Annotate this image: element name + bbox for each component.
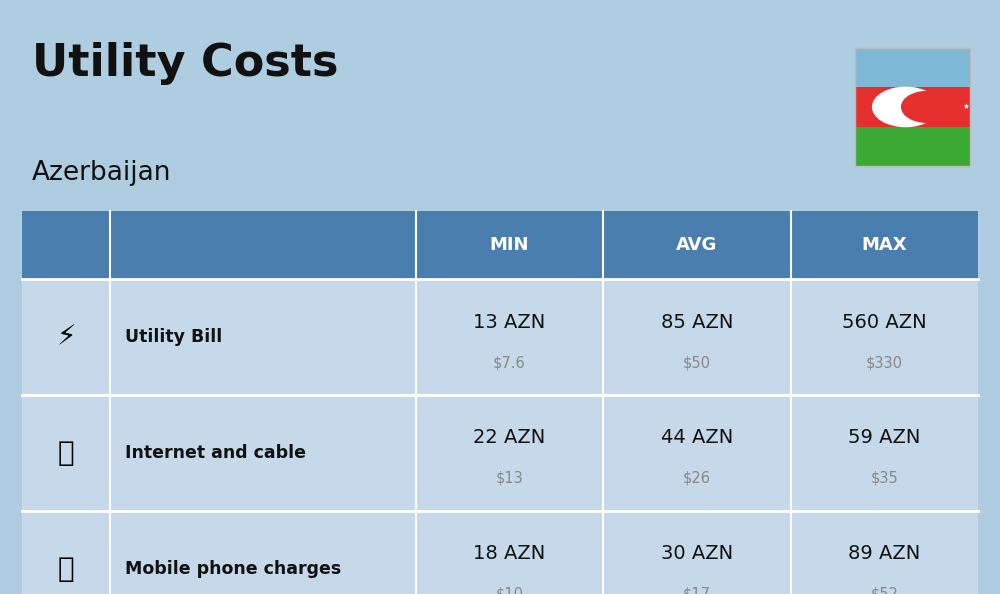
Text: 85 AZN: 85 AZN (661, 312, 733, 331)
Text: Azerbaijan: Azerbaijan (32, 160, 172, 187)
Bar (855, 127, 970, 166)
Text: $50: $50 (683, 355, 711, 370)
Text: $17: $17 (683, 587, 711, 594)
Text: Internet and cable: Internet and cable (125, 444, 306, 462)
Bar (855, 48, 970, 87)
Text: 560 AZN: 560 AZN (842, 312, 927, 331)
Bar (855, 87, 970, 127)
Bar (22, 279, 978, 395)
Text: Utility Bill: Utility Bill (125, 328, 222, 346)
Bar (22, 511, 978, 594)
Text: 44 AZN: 44 AZN (661, 428, 733, 447)
Text: Utility Costs: Utility Costs (32, 42, 338, 84)
Text: 18 AZN: 18 AZN (473, 544, 546, 563)
Text: $7.6: $7.6 (493, 355, 526, 370)
Text: 📡: 📡 (58, 439, 74, 467)
Text: $13: $13 (496, 471, 523, 486)
Bar (22, 395, 978, 511)
Text: MIN: MIN (490, 236, 529, 254)
Text: $10: $10 (496, 587, 524, 594)
Text: $52: $52 (870, 587, 898, 594)
Circle shape (902, 91, 954, 122)
Text: AVG: AVG (676, 236, 718, 254)
Bar (855, 48, 970, 166)
Text: $330: $330 (866, 355, 903, 370)
Text: 22 AZN: 22 AZN (473, 428, 546, 447)
Text: 89 AZN: 89 AZN (848, 544, 920, 563)
Circle shape (873, 87, 939, 127)
Text: 30 AZN: 30 AZN (661, 544, 733, 563)
Text: 59 AZN: 59 AZN (848, 428, 920, 447)
Text: 📲: 📲 (58, 555, 74, 583)
Text: Mobile phone charges: Mobile phone charges (125, 560, 341, 578)
Text: $26: $26 (683, 471, 711, 486)
Text: 13 AZN: 13 AZN (473, 312, 546, 331)
Text: ⚡: ⚡ (56, 323, 76, 351)
Bar (22, 211, 978, 279)
Text: $35: $35 (870, 471, 898, 486)
Text: MAX: MAX (861, 236, 907, 254)
Text: ★: ★ (962, 102, 969, 112)
